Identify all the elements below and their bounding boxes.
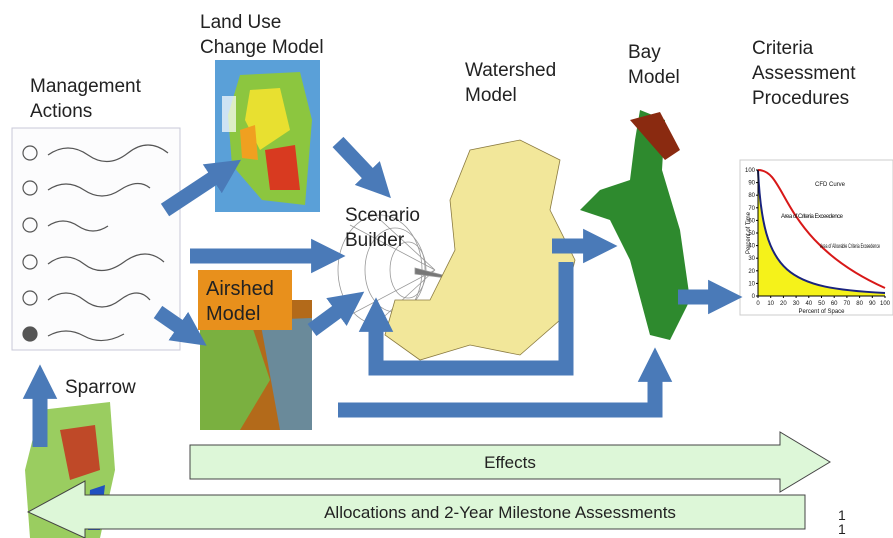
criteria-chart: 0 10 20 30 40 50 60 70 80 90 100 0 10 20 30 40 50 60 70 80 9… bbox=[739, 159, 893, 316]
watershed-map bbox=[384, 139, 576, 361]
effects-label: Effects bbox=[484, 453, 536, 472]
y-tick-label: 40 bbox=[748, 244, 755, 250]
sparrow-label: Sparrow bbox=[65, 377, 136, 398]
exceedence-curve bbox=[757, 169, 886, 289]
annotation: CFD Curve bbox=[815, 182, 846, 188]
arrows bbox=[22, 136, 743, 447]
y-tick-label: 50 bbox=[748, 231, 755, 237]
criteria-label: Assessment bbox=[752, 63, 856, 84]
y-tick-label: 80 bbox=[748, 193, 755, 199]
x-tick-label: 30 bbox=[793, 301, 800, 307]
x-axis-label: Percent of Space bbox=[798, 309, 845, 315]
x-tick-label: 0 bbox=[756, 301, 760, 307]
watershed-label: Watershed bbox=[465, 60, 556, 81]
airshed-map bbox=[198, 270, 312, 430]
land-use-map bbox=[215, 60, 320, 212]
x-tick-label: 40 bbox=[805, 301, 812, 307]
x-tick-label: 70 bbox=[844, 301, 851, 307]
y-tick-label: 10 bbox=[748, 281, 755, 287]
effects-arrow bbox=[189, 431, 831, 493]
allocations-label: Allocations and 2-Year Milestone Assessm… bbox=[324, 503, 676, 522]
y-tick-label: 0 bbox=[752, 294, 756, 300]
land-use-label: Change Model bbox=[200, 37, 324, 58]
x-tick-label: 100 bbox=[880, 301, 891, 307]
y-tick-label: 30 bbox=[748, 256, 755, 262]
bay-map bbox=[580, 110, 690, 340]
criteria-label: Criteria bbox=[752, 38, 814, 59]
allocations-arrow bbox=[26, 480, 806, 538]
page-number: 1 bbox=[838, 507, 846, 523]
bay-label: Bay bbox=[628, 42, 661, 63]
criteria-label: Procedures bbox=[752, 88, 849, 109]
y-tick-label: 100 bbox=[745, 168, 756, 174]
annotation: Area of Criteria Exceedence bbox=[781, 214, 844, 220]
y-tick-label: 70 bbox=[748, 206, 755, 212]
x-tick-label: 50 bbox=[818, 301, 825, 307]
x-tick-label: 60 bbox=[831, 301, 838, 307]
y-axis-label: Percent of Time bbox=[746, 211, 752, 254]
allowable-area bbox=[758, 170, 885, 296]
x-tick-label: 10 bbox=[767, 301, 774, 307]
x-tick-label: 90 bbox=[869, 301, 876, 307]
management-label: Management bbox=[30, 76, 142, 97]
scenario-label: Builder bbox=[345, 230, 405, 251]
y-tick-label: 60 bbox=[748, 218, 755, 224]
watershed-label: Model bbox=[465, 85, 517, 106]
cfd-curve bbox=[757, 169, 886, 294]
y-tick-label: 90 bbox=[748, 181, 755, 187]
land-use-label: Land Use bbox=[200, 12, 281, 33]
scenario-label: Scenario bbox=[345, 205, 420, 226]
airshed-label: Model bbox=[206, 303, 260, 325]
x-tick-label: 20 bbox=[780, 301, 787, 307]
annotation: Area of Allowable Criteria Exceedence bbox=[820, 244, 880, 250]
management-label: Actions bbox=[30, 101, 92, 122]
bay-label: Model bbox=[628, 67, 680, 88]
management-document bbox=[11, 127, 181, 351]
page-number: 1 bbox=[838, 521, 846, 537]
airshed-label: Airshed bbox=[206, 278, 274, 300]
y-tick-label: 20 bbox=[748, 269, 755, 275]
x-tick-label: 80 bbox=[856, 301, 863, 307]
